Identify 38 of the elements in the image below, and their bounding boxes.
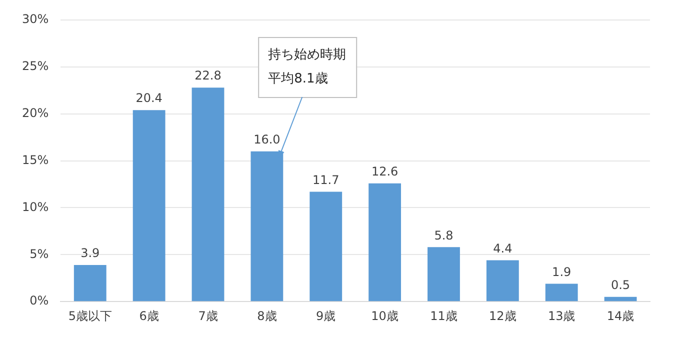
bar	[428, 247, 460, 302]
data-label: 16.0	[254, 132, 280, 147]
data-label: 5.8	[434, 228, 454, 242]
annotation: 平均8.1歳	[268, 71, 328, 86]
data-label: 11.7	[312, 172, 340, 187]
y-tick-label: 20%	[22, 106, 49, 120]
x-tick-label: 8歳	[257, 308, 277, 323]
y-tick-label: 30%	[22, 12, 49, 26]
bar	[368, 183, 402, 302]
bar	[310, 192, 342, 302]
bar	[132, 110, 166, 302]
bar	[545, 284, 578, 302]
data-label: 0.5	[610, 278, 630, 292]
y-tick-label: 15%	[22, 152, 49, 167]
y-tick-label: 5%	[30, 246, 49, 261]
bar	[604, 296, 637, 302]
x-tick-label: 6歳	[139, 308, 159, 323]
x-tick-label: 9歳	[316, 308, 336, 323]
x-tick-label: 14歳	[606, 308, 634, 323]
data-label: 20.4	[136, 91, 162, 106]
y-tick-label: 25%	[22, 59, 49, 74]
x-tick-label: 5歳以下	[68, 308, 112, 323]
bar	[74, 264, 106, 302]
x-tick-label: 7歳	[198, 308, 218, 323]
x-tick-label: 11歳	[430, 308, 458, 323]
data-label: 22.8	[194, 68, 222, 83]
data-label: 4.4	[493, 241, 512, 256]
bar	[486, 260, 519, 302]
x-tick-label: 13歳	[548, 308, 576, 323]
data-label: 3.9	[80, 246, 100, 260]
x-tick-label: 12歳	[489, 308, 516, 323]
data-label: 1.9	[552, 264, 572, 279]
y-tick-label: 0%	[30, 294, 49, 308]
bar	[192, 88, 224, 302]
annotation: 持ち始め時期	[268, 47, 346, 62]
y-tick-label: 10%	[22, 200, 49, 214]
x-tick-label: 10歳	[371, 308, 398, 323]
data-label: 12.6	[371, 164, 398, 178]
